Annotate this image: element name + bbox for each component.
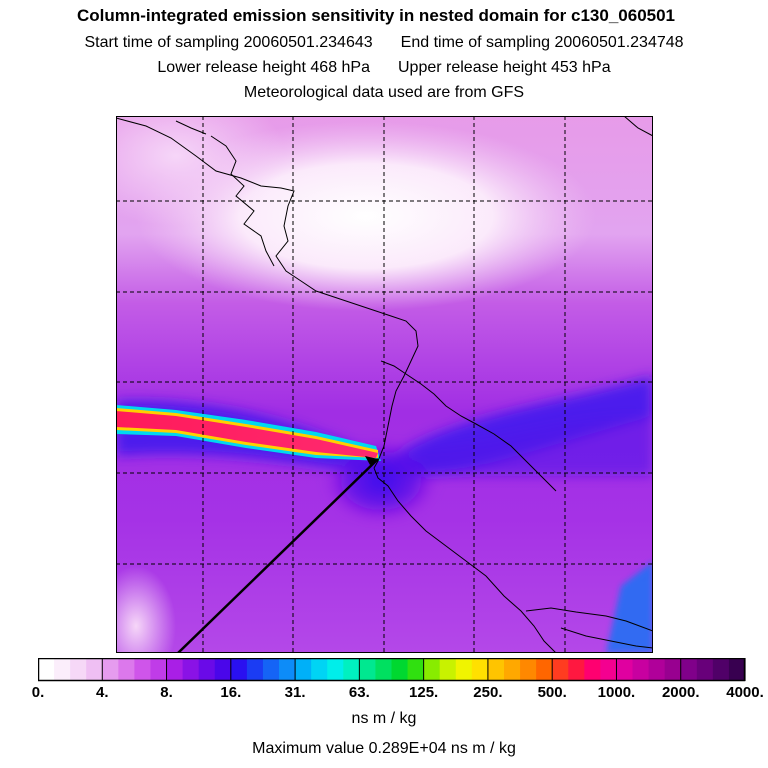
colorbar-swatch [246, 658, 264, 681]
colorbar-swatch [664, 658, 682, 681]
colorbar-swatch [696, 658, 714, 681]
colorbar-swatch [471, 658, 489, 681]
colorbar-swatch [728, 658, 746, 681]
colorbar-swatch [648, 658, 666, 681]
colorbar-tick-label: 0. [31, 684, 45, 701]
low-sensitivity-region-southwest [116, 566, 176, 653]
lower-release-label: Lower release height 468 hPa [157, 59, 370, 76]
colorbar-swatch [375, 658, 393, 681]
colorbar [38, 658, 746, 682]
colorbar-swatches [38, 658, 746, 681]
flight-track [177, 458, 379, 653]
upper-release-label: Upper release height 453 hPa [398, 59, 611, 76]
map-frame [116, 116, 653, 653]
colorbar-swatch [343, 658, 360, 681]
colorbar-swatch [584, 658, 601, 681]
colorbar-swatch [230, 658, 248, 681]
colorbar-units: ns m / kg [351, 710, 417, 727]
colorbar-swatch [166, 658, 184, 681]
sensitivity-map [116, 116, 653, 653]
colorbar-swatch [439, 658, 457, 681]
colorbar-swatch [134, 658, 152, 681]
colorbar-swatch [632, 658, 650, 681]
colorbar-tick-label: 63. [348, 684, 370, 701]
colorbar-swatch [568, 658, 585, 681]
coastlines [116, 116, 653, 653]
colorbar-swatch [455, 658, 473, 681]
colorbar-swatch [102, 658, 119, 681]
colorbar-swatch [70, 658, 87, 681]
colorbar-swatch [54, 658, 71, 681]
colorbar-tick-label: 4000. [726, 684, 764, 701]
colorbar-swatch [600, 658, 618, 681]
colorbar-swatch [680, 658, 698, 681]
release-marker [365, 456, 378, 465]
colorbar-swatch [118, 658, 136, 681]
colorbar-swatch [407, 658, 425, 681]
start-time-label: Start time of sampling 20060501.234643 [84, 34, 373, 51]
colorbar-swatch [86, 658, 103, 681]
colorbar-swatch [38, 658, 55, 681]
colorbar-tick-label: 31. [284, 684, 306, 701]
colorbar-swatch [712, 658, 730, 681]
colorbar-swatch [503, 658, 521, 681]
map-grid [116, 116, 653, 653]
colorbar-tick-label: 8. [160, 684, 173, 701]
colorbar-tick-label: 125. [409, 684, 439, 701]
colorbar-tick-label: 4. [96, 684, 109, 701]
colorbar-swatch [552, 658, 569, 681]
colorbar-tick-label: 16. [220, 684, 242, 701]
colorbar-swatch [536, 658, 553, 681]
colorbar-tick-label: 1000. [597, 684, 636, 701]
colorbar-swatch [616, 658, 634, 681]
plume-core [116, 411, 378, 458]
colorbar-swatch [487, 658, 505, 681]
colorbar-tick-label: 250. [473, 684, 503, 701]
end-time-label: End time of sampling 20060501.234748 [400, 34, 684, 51]
colorbar-frame [38, 658, 746, 682]
map-title: Column-integrated emission sensitivity i… [76, 6, 676, 25]
colorbar-swatch [150, 658, 168, 681]
colorbar-swatch [295, 658, 312, 681]
coastal-blue-patch [606, 561, 653, 653]
colorbar-tick-label: 500. [537, 684, 567, 701]
colorbar-swatch [423, 658, 441, 681]
sampling-times: Start time of sampling 20060501.234643 En… [0, 34, 768, 52]
colorbar-tick-label: 2000. [661, 684, 700, 701]
low-sensitivity-region-west [116, 116, 286, 226]
colorbar-swatch [311, 658, 328, 681]
colorbar-swatch [182, 658, 200, 681]
colorbar-swatch [520, 658, 537, 681]
colorbar-swatch [198, 658, 216, 681]
colorbar-swatch [327, 658, 344, 681]
colorbar-swatch [391, 658, 409, 681]
colorbar-swatch [359, 658, 377, 681]
colorbar-swatch [262, 658, 280, 681]
maximum-value-label: Maximum value 0.289E+04 ns m / kg [252, 740, 516, 757]
release-heights: Lower release height 468 hPa Upper releas… [0, 59, 768, 77]
met-data-label: Meteorological data used are from GFS [243, 84, 525, 101]
colorbar-swatch [214, 658, 232, 681]
colorbar-swatch [279, 658, 296, 681]
